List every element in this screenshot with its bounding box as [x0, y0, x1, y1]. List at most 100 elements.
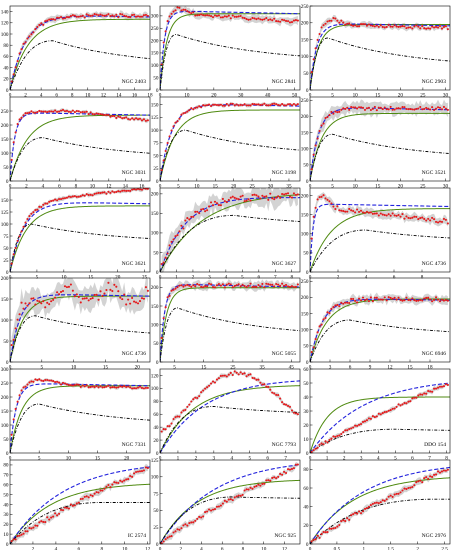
data-point	[259, 18, 262, 21]
data-point	[332, 16, 335, 20]
data-point	[243, 489, 246, 492]
data-point	[389, 409, 392, 412]
data-point	[52, 199, 55, 202]
data-point	[83, 495, 86, 498]
data-point	[292, 192, 296, 195]
data-point	[277, 103, 280, 107]
data-point	[342, 21, 345, 24]
data-point	[42, 110, 45, 113]
data-point	[363, 299, 367, 302]
x-tick-label: 5	[331, 184, 334, 190]
data-point	[419, 479, 422, 482]
x-tick-label: 5	[36, 275, 39, 281]
data-point	[176, 415, 179, 418]
data-point	[433, 108, 436, 112]
data-point	[342, 210, 345, 213]
data-point	[385, 25, 388, 29]
data-point	[227, 14, 230, 17]
y-tick-label: 50	[303, 344, 309, 350]
data-point	[56, 199, 59, 202]
y-tick-label: 100	[151, 63, 159, 69]
data-point	[336, 434, 339, 438]
data-point	[83, 385, 86, 388]
data-point	[328, 312, 331, 315]
data-point	[361, 23, 365, 26]
y-tick-label: 80	[3, 43, 9, 49]
data-point	[283, 403, 286, 406]
data-point	[423, 217, 426, 220]
nfw-fit-curve	[160, 380, 300, 453]
data-point	[168, 425, 171, 428]
nfw-fit-curve	[10, 202, 150, 272]
data-point	[99, 290, 102, 293]
data-point	[361, 106, 365, 109]
data-point	[164, 538, 167, 541]
data-point	[138, 470, 142, 473]
data-point	[125, 478, 128, 481]
data-point	[219, 374, 222, 377]
data-point	[168, 244, 171, 247]
data-point	[241, 194, 244, 197]
data-point	[209, 15, 213, 18]
x-tick-label: 8	[75, 184, 78, 190]
data-point	[182, 409, 185, 412]
panel-frame	[159, 96, 301, 182]
data-point	[229, 196, 232, 199]
data-point	[340, 108, 343, 111]
data-point	[403, 401, 406, 405]
x-tick-label: 18	[427, 365, 433, 371]
data-point	[409, 217, 412, 220]
data-point	[415, 481, 418, 484]
data-point	[176, 120, 179, 123]
data-point	[237, 104, 240, 107]
data-point	[377, 214, 380, 217]
data-point	[69, 283, 72, 286]
y-tick-label: 150	[151, 51, 159, 57]
data-point	[265, 479, 268, 482]
data-point	[354, 424, 357, 427]
data-point	[202, 104, 205, 107]
data-point	[20, 230, 23, 233]
data-point	[286, 192, 290, 195]
data-point	[356, 25, 359, 28]
data-point	[259, 285, 262, 288]
x-tick-label: 1	[175, 275, 178, 281]
data-point	[286, 285, 290, 288]
data-point	[164, 428, 167, 431]
data-point	[103, 386, 106, 389]
data-point	[431, 25, 434, 28]
data-point	[138, 385, 142, 388]
data-point	[433, 473, 436, 476]
data-point	[170, 422, 173, 425]
data-point	[290, 196, 294, 199]
data-point	[365, 210, 369, 213]
data-point	[221, 197, 224, 200]
y-tick-label: 150	[1, 137, 9, 143]
galaxy-label: NGC 6946	[422, 351, 447, 357]
data-point	[231, 499, 234, 502]
nfw-fit-curve	[310, 466, 450, 544]
data-point	[346, 517, 349, 520]
data-point	[243, 103, 246, 106]
x-tick-label: 15	[201, 365, 207, 371]
y-tick-label: 150	[301, 130, 309, 136]
data-point	[10, 433, 13, 436]
data-point	[385, 299, 388, 302]
data-point	[160, 542, 163, 544]
y-tick-label: 60	[153, 412, 159, 418]
data-point	[133, 188, 136, 191]
data-point	[328, 200, 331, 203]
data-point	[28, 35, 31, 38]
y-tick-label: 0	[306, 179, 309, 185]
data-point	[144, 188, 147, 190]
data-point	[403, 106, 406, 109]
data-point	[99, 385, 102, 388]
data-point	[269, 479, 272, 482]
data-point	[257, 378, 260, 381]
panel-frame	[309, 96, 451, 182]
data-point	[263, 482, 266, 485]
galaxy-label: NGC 4736	[122, 351, 147, 357]
